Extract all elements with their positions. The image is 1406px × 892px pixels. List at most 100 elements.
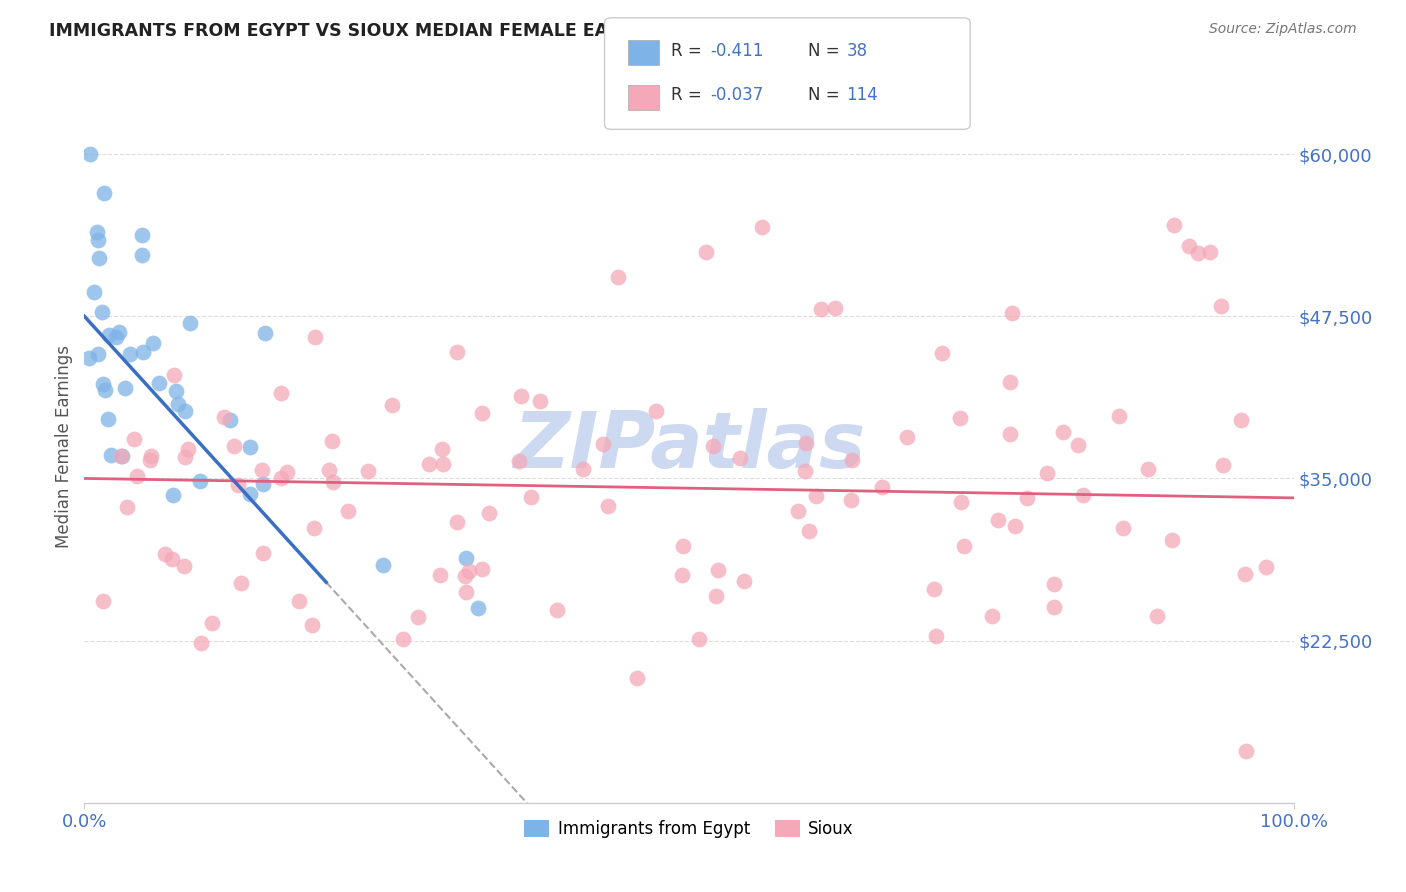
Point [980,608,1002,623]
Point [79,351,101,365]
Point [337,503,360,517]
Point [998,427,1021,442]
Point [139,453,162,467]
Point [1000,375,1022,389]
Point [1229,413,1251,427]
Point [222,439,245,453]
Point [953,539,976,553]
Point [110,450,132,464]
Point [219,413,242,427]
Point [1234,744,1257,758]
Point [318,462,340,476]
Point [751,220,773,235]
Point [381,398,404,412]
Point [190,635,212,649]
Point [229,576,252,591]
Point [592,436,614,450]
Point [1071,488,1094,502]
Point [141,450,163,464]
Point [93,186,115,200]
Point [702,439,724,453]
Point [188,475,211,489]
Point [148,376,170,391]
Point [108,325,131,339]
Point [446,516,468,530]
Point [477,506,499,520]
Point [733,574,755,589]
Point [356,464,378,478]
Point [252,546,274,560]
Point [122,433,145,447]
Point [406,610,429,624]
Point [870,480,893,494]
Point [105,330,128,344]
Point [160,552,183,566]
Point [176,442,198,456]
Point [131,228,153,243]
Point [787,504,810,518]
Point [471,406,494,420]
Text: R =: R = [671,42,707,60]
Point [174,404,197,418]
Point [276,465,298,479]
Point [728,451,751,466]
Point [120,347,142,361]
Point [1000,306,1022,320]
Point [806,489,828,503]
Point [86,225,108,239]
Y-axis label: Median Female Earnings: Median Female Earnings [55,344,73,548]
Point [392,632,415,647]
Point [924,630,946,644]
Point [949,410,972,425]
Point [1254,560,1277,574]
Point [695,244,717,259]
Point [1160,533,1182,547]
Point [671,567,693,582]
Point [987,513,1010,527]
Point [672,540,695,554]
Point [304,329,326,343]
Point [1198,245,1220,260]
Point [704,589,727,603]
Point [839,493,862,508]
Point [546,603,568,617]
Point [429,567,451,582]
Text: ZIPatlas: ZIPatlas [513,408,865,484]
Point [841,453,863,467]
Point [467,601,489,615]
Point [454,568,477,582]
Point [1108,409,1130,423]
Text: N =: N = [808,42,845,60]
Point [252,476,274,491]
Point [950,495,973,509]
Point [87,252,110,266]
Point [131,248,153,262]
Point [1136,462,1159,476]
Point [115,500,138,515]
Point [253,326,276,341]
Point [97,411,120,425]
Point [93,384,115,398]
Point [794,435,817,450]
Point [1178,239,1201,253]
Point [1234,566,1257,581]
Point [529,393,551,408]
Point [287,594,309,608]
Point [91,377,114,392]
Point [166,384,188,398]
Point [797,524,820,538]
Point [688,632,710,646]
Point [1067,438,1090,452]
Point [571,462,593,476]
Point [179,316,201,330]
Point [321,434,343,449]
Point [111,449,134,463]
Point [508,453,530,467]
Point [127,468,149,483]
Text: N =: N = [808,87,845,104]
Point [155,547,177,561]
Point [519,490,541,504]
Point [510,389,533,403]
Text: -0.411: -0.411 [710,42,763,60]
Point [1052,425,1074,439]
